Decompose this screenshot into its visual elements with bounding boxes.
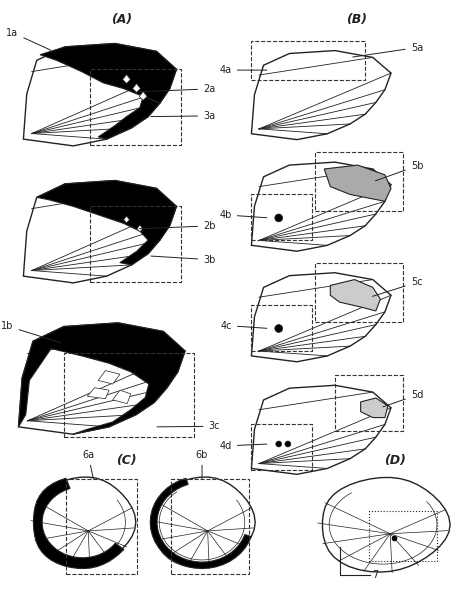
Text: 4b: 4b — [219, 210, 267, 220]
Polygon shape — [87, 388, 109, 399]
PathPatch shape — [330, 280, 380, 311]
PathPatch shape — [154, 477, 255, 567]
Text: 1a: 1a — [6, 28, 51, 50]
Text: 5c: 5c — [373, 277, 422, 296]
Text: 2a: 2a — [139, 84, 215, 94]
Circle shape — [285, 441, 291, 447]
Polygon shape — [113, 390, 131, 404]
Text: 3b: 3b — [151, 255, 216, 264]
PathPatch shape — [34, 478, 124, 569]
PathPatch shape — [18, 323, 185, 434]
PathPatch shape — [251, 51, 391, 140]
Text: 7: 7 — [372, 570, 378, 580]
Circle shape — [276, 441, 282, 447]
PathPatch shape — [251, 386, 391, 474]
Circle shape — [275, 324, 283, 332]
Text: 5d: 5d — [383, 390, 423, 407]
Polygon shape — [139, 91, 147, 100]
Text: 4c: 4c — [220, 321, 267, 330]
Text: (D): (D) — [384, 453, 406, 467]
PathPatch shape — [35, 477, 136, 567]
Text: 6b: 6b — [196, 450, 208, 479]
PathPatch shape — [23, 43, 176, 146]
PathPatch shape — [98, 96, 160, 139]
Text: 4d: 4d — [219, 441, 267, 451]
PathPatch shape — [23, 181, 176, 283]
Text: 6a: 6a — [82, 450, 94, 479]
Text: (B): (B) — [346, 13, 367, 26]
Circle shape — [275, 214, 283, 222]
PathPatch shape — [251, 162, 391, 251]
Text: 5b: 5b — [375, 161, 423, 181]
Text: 3a: 3a — [151, 111, 215, 121]
Polygon shape — [133, 84, 140, 92]
Polygon shape — [98, 371, 120, 384]
Text: 4a: 4a — [220, 65, 267, 75]
PathPatch shape — [18, 323, 185, 434]
Polygon shape — [124, 216, 129, 223]
Text: 2b: 2b — [139, 221, 216, 231]
PathPatch shape — [324, 165, 391, 201]
Text: 5a: 5a — [353, 43, 423, 57]
Text: 3c: 3c — [157, 421, 220, 431]
Text: (C): (C) — [116, 453, 137, 467]
PathPatch shape — [251, 273, 391, 362]
PathPatch shape — [150, 478, 251, 569]
PathPatch shape — [361, 398, 388, 417]
Text: (A): (A) — [111, 13, 132, 26]
PathPatch shape — [322, 477, 450, 572]
Text: 1b: 1b — [1, 321, 61, 343]
PathPatch shape — [40, 43, 176, 103]
PathPatch shape — [36, 181, 176, 265]
Polygon shape — [123, 75, 130, 83]
Polygon shape — [137, 225, 143, 232]
